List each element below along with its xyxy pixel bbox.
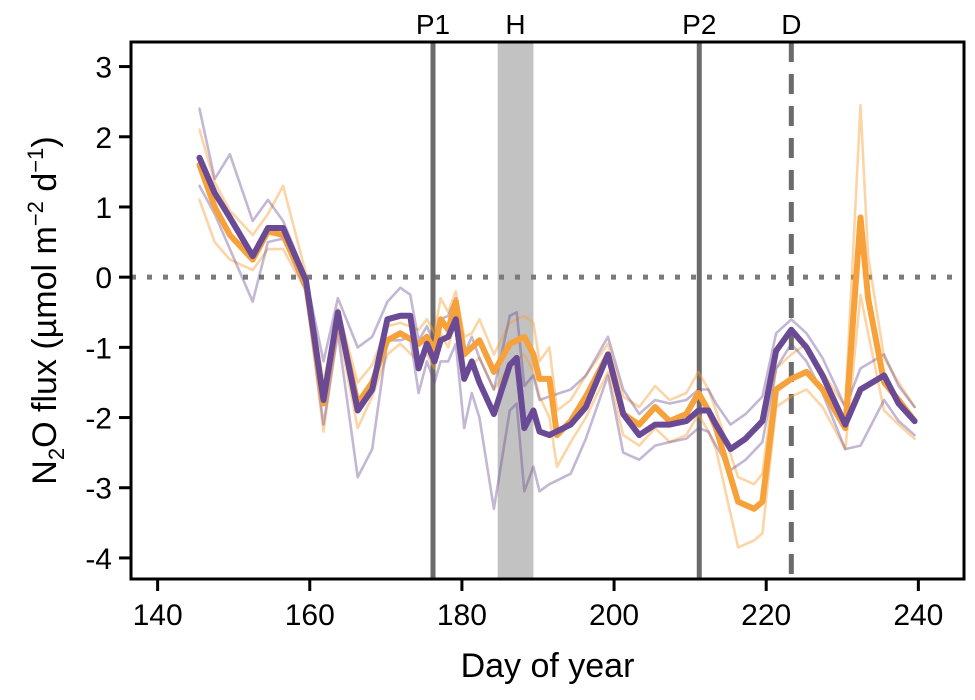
y-tick-label--3: -3 <box>85 473 112 506</box>
y-tick-label--4: -4 <box>85 543 112 576</box>
series-layer <box>196 103 918 549</box>
event-label-d: D <box>781 9 801 40</box>
shaded-span-layer: H <box>497 9 534 579</box>
series-line-purple-replicate-5 <box>198 184 916 511</box>
x-tick-label-140: 140 <box>133 599 183 632</box>
y-tick-label--2: -2 <box>85 403 112 436</box>
y-axis-label: N2O flux (µmol m−2 d−1) <box>23 136 69 484</box>
x-tick-label-240: 240 <box>893 599 943 632</box>
event-label-h: H <box>505 9 525 40</box>
series-line-purple-replicate-4 <box>198 107 916 426</box>
x-tick-label-200: 200 <box>589 599 639 632</box>
series-line-purple-mean-3 <box>196 154 918 453</box>
x-tick-label-160: 160 <box>285 599 335 632</box>
y-tick-label-0: 0 <box>95 262 112 295</box>
y-tick-label-1: 1 <box>95 192 112 225</box>
y-tick-label-3: 3 <box>95 52 112 85</box>
event-label-p1: P1 <box>416 9 450 40</box>
series-line-orange-replicate-1 <box>198 198 916 549</box>
shaded-span-h <box>497 42 534 579</box>
series-line-orange-replicate-2 <box>198 103 916 486</box>
y-axis: -4 -3 -2 -1 0 1 2 3 <box>85 52 131 576</box>
x-tick-label-220: 220 <box>741 599 791 632</box>
y-tick-label--1: -1 <box>85 332 112 365</box>
plot-frame <box>129 40 966 581</box>
x-axis: 140 160 180 200 220 240 <box>133 579 943 632</box>
event-lines-layer: P1 P2 D <box>416 9 801 579</box>
x-tick-label-180: 180 <box>437 599 487 632</box>
y-tick-label-2: 2 <box>95 122 112 155</box>
event-label-p2: P2 <box>682 9 716 40</box>
x-axis-label: Day of year <box>461 647 635 685</box>
